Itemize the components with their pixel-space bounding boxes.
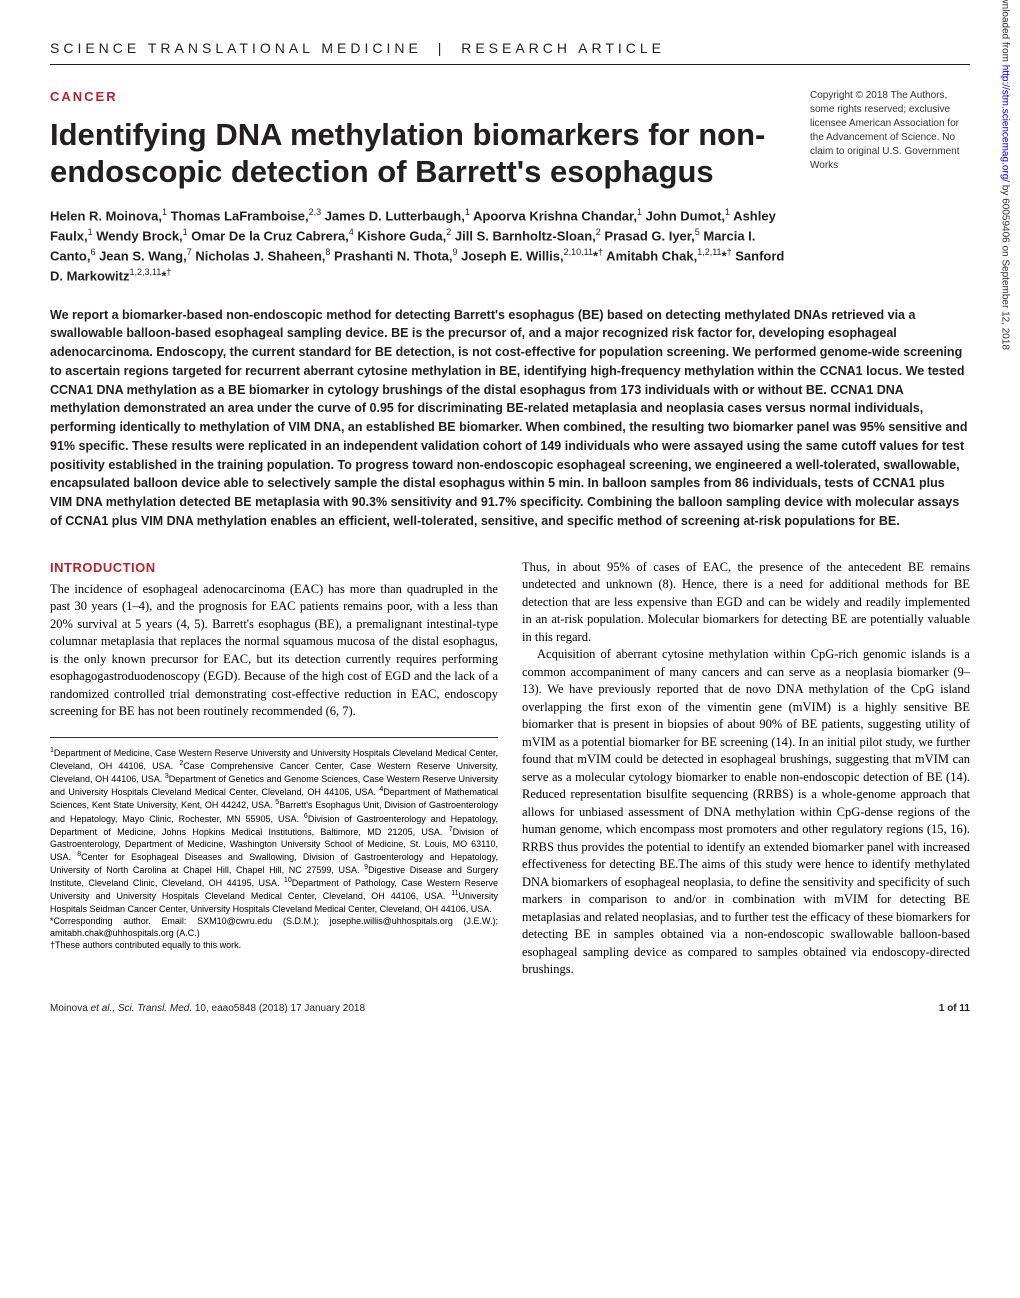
title-block: CANCER Identifying DNA methylation bioma… [50, 89, 786, 306]
abstract: We report a biomarker-based non-endoscop… [50, 306, 970, 531]
page-footer: Moinova et al., Sci. Transl. Med. 10, ea… [50, 1003, 970, 1014]
journal-header: SCIENCE TRANSLATIONAL MEDICINE | RESEARC… [50, 40, 970, 65]
category-label: CANCER [50, 89, 786, 104]
footer-citation: Moinova et al., Sci. Transl. Med. 10, ea… [50, 1003, 365, 1014]
body-text: The incidence of esophageal adenocarcino… [50, 581, 498, 951]
intro-paragraph-1: The incidence of esophageal adenocarcino… [50, 581, 498, 721]
section-heading-introduction: INTRODUCTION [50, 559, 498, 577]
article-title: Identifying DNA methylation biomarkers f… [50, 116, 786, 190]
intro-paragraph-2: Thus, in about 95% of cases of EAC, the … [522, 559, 970, 647]
download-attribution: Downloaded from http://stm.sciencemag.or… [999, 0, 1010, 350]
article-type: RESEARCH ARTICLE [461, 40, 665, 56]
citation-rest: 10, eaao5848 (2018) 17 January 2018 [192, 1003, 365, 1014]
body-columns: INTRODUCTION The incidence of esophageal… [50, 559, 970, 979]
intro-paragraph-3: Acquisition of aberrant cytosine methyla… [522, 646, 970, 979]
author-list: Helen R. Moinova,1 Thomas LaFramboise,2,… [50, 206, 786, 285]
copyright-notice: Copyright © 2018 The Authors, some right… [810, 89, 970, 306]
header-divider: | [438, 40, 446, 56]
citation-italic: et al., Sci. Transl. Med. [91, 1003, 193, 1014]
page-number: 1 of 11 [939, 1003, 970, 1014]
side-suffix: by 60059406 on September 12, 2018 [999, 182, 1010, 350]
body-text-col2: Thus, in about 95% of cases of EAC, the … [522, 559, 970, 979]
side-prefix: Downloaded from [999, 0, 1010, 65]
side-url-link[interactable]: http://stm.sciencemag.org/ [999, 65, 1010, 182]
citation-prefix: Moinova [50, 1003, 91, 1014]
affiliations: 1Department of Medicine, Case Western Re… [50, 737, 498, 951]
journal-name: SCIENCE TRANSLATIONAL MEDICINE [50, 40, 422, 56]
title-block-row: CANCER Identifying DNA methylation bioma… [50, 89, 970, 306]
